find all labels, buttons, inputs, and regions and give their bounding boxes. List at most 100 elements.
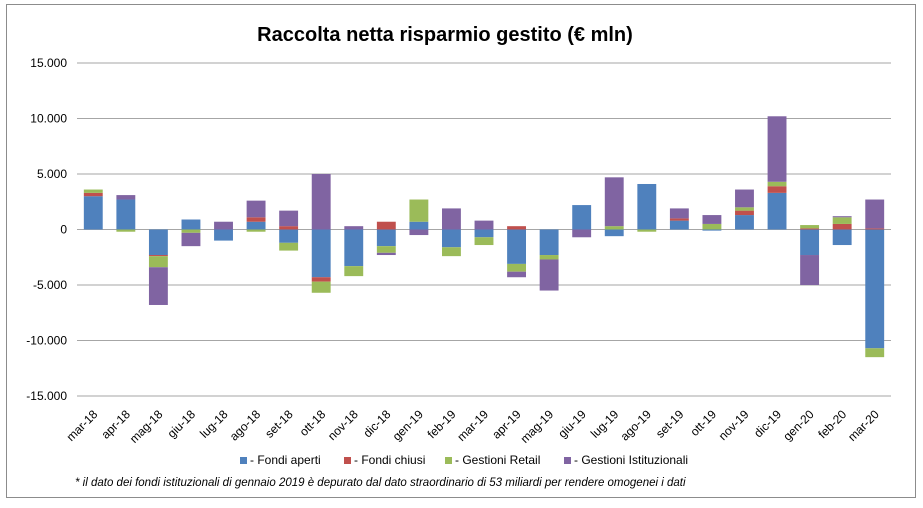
bar-segment [181, 229, 201, 233]
bar-segment [702, 215, 722, 224]
y-tick-label: 5.000 [37, 167, 67, 181]
bar-segment [474, 229, 494, 238]
bar-segment [702, 223, 722, 230]
y-tick-label: -10.000 [26, 334, 67, 348]
bar-segment [279, 210, 299, 227]
bar-segment [116, 229, 136, 232]
bar-segment [735, 207, 754, 211]
legend-label: - Gestioni Retail [455, 453, 540, 467]
bar-segment [279, 226, 299, 230]
bar-segment [441, 247, 461, 257]
bar-segment [507, 271, 527, 278]
x-tick-label: mar-18 [64, 407, 101, 444]
bar-segment [311, 277, 331, 282]
x-tick-label: nov-18 [325, 407, 361, 443]
bars [83, 116, 885, 358]
bar-segment [311, 281, 331, 293]
chart-title: Raccolta netta risparmio gestito (€ mln) [257, 24, 633, 46]
bar-segment [246, 221, 266, 230]
bar-segment [246, 200, 266, 218]
y-tick-label: 0 [60, 223, 67, 237]
bar-segment [83, 192, 103, 197]
x-tick-label: lug-18 [197, 407, 231, 441]
bar-segment [604, 229, 624, 237]
bar-segment [376, 221, 396, 230]
x-tick-label: dic-18 [360, 407, 393, 440]
bar-segment [441, 229, 461, 248]
bar-segment [735, 215, 754, 230]
x-tick-label: feb-19 [425, 407, 459, 441]
bar-segment [832, 216, 852, 218]
bar-segment [767, 186, 787, 193]
bar-segment [767, 192, 787, 230]
bar-segment [539, 259, 559, 291]
bar-segment [637, 229, 657, 232]
bar-segment [409, 229, 429, 236]
legend-swatch [344, 457, 351, 464]
bar-segment [344, 229, 364, 267]
x-tick-label: giu-19 [555, 407, 589, 441]
legend-swatch [564, 457, 571, 464]
legend-label: - Fondi aperti [250, 453, 321, 467]
legend-swatch [445, 457, 452, 464]
x-tick-label: mar-20 [845, 407, 882, 444]
y-axis-ticks: 15.000 10.000 5.000 0 -5.000 -10.000 -15.000 [26, 56, 67, 403]
x-tick-label: gen-19 [390, 407, 427, 444]
bar-segment [441, 208, 461, 230]
bar-segment [832, 217, 852, 224]
bar-segment [116, 199, 136, 230]
bar-segment [735, 189, 754, 208]
bar-segment [507, 229, 527, 264]
bar-segment [507, 226, 527, 230]
bar-segment [604, 177, 624, 227]
bar-segment [344, 266, 364, 277]
bar-segment [767, 116, 787, 182]
x-tick-label: feb-20 [815, 407, 849, 441]
y-tick-label: 15.000 [30, 56, 67, 70]
bar-segment [279, 242, 299, 251]
bar-segment [800, 228, 820, 230]
bar-segment [344, 226, 364, 230]
bar-segment [148, 256, 168, 268]
bar-segment [735, 210, 754, 216]
chart-footnote: * il dato dei fondi istituzionali di gen… [75, 477, 686, 489]
bar-segment [865, 348, 885, 358]
bar-segment [474, 220, 494, 230]
x-tick-label: ago-19 [618, 407, 655, 444]
x-tick-label: ago-18 [227, 407, 264, 444]
legend-label: - Gestioni Istituzionali [574, 453, 688, 467]
bar-segment [148, 229, 168, 256]
bar-segment [246, 229, 266, 232]
bar-segment [539, 255, 559, 260]
bar-segment [539, 229, 559, 256]
x-tick-label: giu-18 [165, 407, 199, 441]
bar-segment [832, 223, 852, 230]
bar-segment [311, 229, 331, 278]
bar-segment [800, 255, 820, 285]
chart-svg: Raccolta netta risparmio gestito (€ mln)… [26, 24, 891, 489]
legend-swatch [240, 457, 247, 464]
bar-segment [865, 199, 885, 229]
bar-segment [181, 232, 201, 247]
bar-segment [669, 220, 689, 230]
bar-segment [116, 195, 136, 200]
bar-segment [800, 229, 820, 256]
bar-segment [246, 217, 266, 222]
legend-label: - Fondi chiusi [354, 453, 425, 467]
y-tick-label: -15.000 [26, 389, 67, 403]
x-tick-label: mag-19 [518, 407, 557, 446]
x-tick-label: lug-19 [588, 407, 622, 441]
bar-segment [409, 199, 429, 222]
bar-segment [311, 174, 331, 230]
bar-segment [604, 226, 624, 230]
x-tick-label: gen-20 [780, 407, 817, 444]
bar-segment [376, 246, 396, 253]
x-tick-label: nov-19 [716, 407, 752, 443]
bar-segment [83, 196, 103, 230]
x-tick-label: mar-19 [454, 407, 491, 444]
x-tick-label: set-19 [653, 407, 687, 441]
gridlines [77, 62, 891, 397]
chart-frame: Raccolta netta risparmio gestito (€ mln)… [6, 4, 916, 498]
y-tick-label: 10.000 [30, 112, 67, 126]
